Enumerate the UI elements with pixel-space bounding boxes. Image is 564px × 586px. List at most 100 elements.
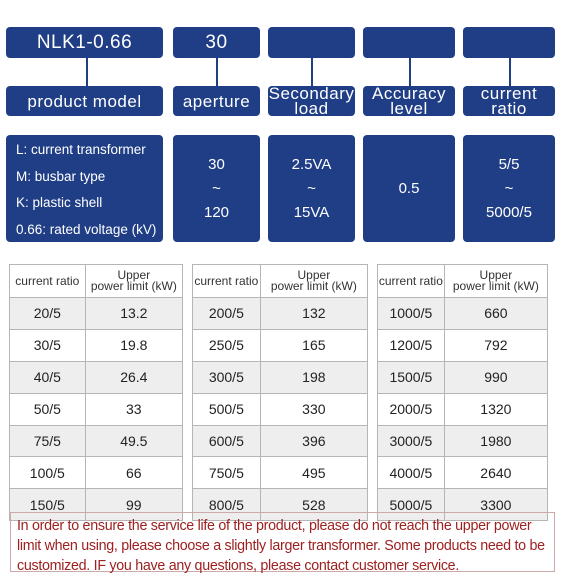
ratio-cell: 1500/5 (377, 360, 445, 394)
label-aperture: aperture (173, 86, 260, 116)
spec-load-min: 2.5VA (291, 155, 332, 173)
table-row: 200/5 132 (192, 297, 369, 330)
spec-ratio-min: 5/5 (498, 155, 520, 173)
spec-aperture-sep: ~ (212, 179, 221, 197)
header-current-ratio: current ratio (377, 264, 445, 298)
service-note: In order to ensure the service life of t… (10, 512, 555, 574)
table-row: 20/5 13.2 (9, 297, 184, 330)
power-cell: 495 (259, 456, 369, 490)
connector-line (86, 58, 88, 86)
power-cell: 165 (259, 328, 369, 362)
label-accuracy-line1: Accuracy (372, 84, 446, 103)
current-ratio-value (463, 27, 555, 58)
table-row: 300/5 198 (192, 360, 369, 394)
header-power-line1: Upper (297, 268, 331, 282)
spec-aperture-min: 30 (208, 155, 225, 173)
label-accuracy-level: Accuracy level (363, 84, 455, 117)
legend-item: L: current transformer (16, 142, 146, 157)
table-row: 75/5 49.5 (9, 424, 184, 458)
connector-line (509, 58, 511, 86)
label-secondary-load: Secondary load (268, 84, 355, 118)
label-secondary-load-line2: load (294, 99, 329, 118)
table-row: 600/5 396 (192, 424, 369, 458)
ratio-cell: 40/5 (9, 360, 86, 394)
power-cell: 528 (259, 488, 369, 522)
header-power-line2: power limit (kW) (452, 279, 539, 293)
table-row: 150/5 99 (9, 488, 184, 522)
power-table-body: current ratio Upper power limit (kW) 20/… (9, 264, 184, 522)
legend-item: K: plastic shell (16, 195, 103, 210)
table-row: 100/5 66 (9, 456, 184, 490)
header-power-limit: Upper power limit (kW) (84, 264, 184, 298)
ratio-cell: 600/5 (192, 424, 261, 458)
ratio-cell: 4000/5 (377, 456, 445, 490)
header-current-ratio: current ratio (9, 264, 86, 298)
spec-ratio-max: 5000/5 (486, 203, 532, 221)
connector-line (311, 58, 313, 86)
ratio-cell: 1000/5 (377, 297, 445, 330)
secondary-load-value (268, 27, 355, 58)
table-header-row: current ratio Upper power limit (kW) (377, 264, 549, 298)
ratio-cell: 1200/5 (377, 328, 445, 362)
power-cell: 132 (259, 297, 369, 330)
table-header-row: current ratio Upper power limit (kW) (192, 264, 369, 298)
spec-load-max: 15VA (293, 203, 330, 221)
table-row: 250/5 165 (192, 328, 369, 362)
power-table-body: current ratio Upper power limit (kW) 200… (192, 264, 369, 522)
header-power-limit: Upper power limit (kW) (259, 264, 369, 298)
ratio-cell: 750/5 (192, 456, 261, 490)
ratio-cell: 75/5 (9, 424, 86, 458)
table-header-row: current ratio Upper power limit (kW) (9, 264, 184, 298)
header-power-line1: Upper (117, 268, 151, 282)
power-cell: 19.8 (84, 328, 184, 362)
label-current-ratio: current ratio (463, 85, 555, 118)
power-cell: 1980 (443, 424, 549, 458)
power-cell: 660 (443, 297, 549, 330)
power-cell: 792 (443, 328, 549, 362)
ratio-cell: 150/5 (9, 488, 86, 522)
ratio-cell: 800/5 (192, 488, 261, 522)
table-row: 5000/5 3300 (377, 488, 549, 522)
table-row: 500/5 330 (192, 392, 369, 426)
label-current-ratio-line2: ratio (491, 99, 527, 118)
spec-current-ratio: 5/5 ~ 5000/5 (463, 135, 555, 242)
spec-ratio-sep: ~ (504, 179, 514, 197)
power-table-3: current ratio Upper power limit (kW) 100… (377, 264, 549, 522)
model-value: NLK1-0.66 (6, 27, 163, 58)
connector-line (409, 58, 411, 86)
header-power-line2: power limit (kW) (90, 279, 177, 293)
aperture-value: 30 (173, 27, 260, 58)
table-row: 4000/5 2640 (377, 456, 549, 490)
table-row: 1000/5 660 (377, 297, 549, 330)
label-secondary-load-line1: Secondary (268, 84, 355, 103)
spec-accuracy: 0.5 (363, 135, 455, 242)
spec-secondary-load: 2.5VA ~ 15VA (268, 135, 355, 242)
table-row: 1200/5 792 (377, 328, 549, 362)
header-power-line1: Upper (479, 268, 513, 282)
power-cell: 2640 (443, 456, 549, 490)
header-power-line2: power limit (kW) (270, 279, 357, 293)
header-power-limit: Upper power limit (kW) (443, 264, 549, 298)
table-row: 1500/5 990 (377, 360, 549, 394)
table-row: 3000/5 1980 (377, 424, 549, 458)
spec-aperture: 30 ~ 120 (173, 135, 260, 242)
power-cell: 990 (443, 360, 549, 394)
power-cell: 49.5 (84, 424, 184, 458)
ratio-cell: 30/5 (9, 328, 86, 362)
power-table-body: current ratio Upper power limit (kW) 100… (377, 264, 549, 522)
power-cell: 33 (84, 392, 184, 426)
ratio-cell: 200/5 (192, 297, 261, 330)
ratio-cell: 250/5 (192, 328, 261, 362)
ratio-cell: 300/5 (192, 360, 261, 394)
legend-item: 0.66: rated voltage (kV) (16, 221, 157, 237)
label-product-model: product model (6, 86, 163, 116)
ratio-cell: 100/5 (9, 456, 86, 490)
table-row: 30/5 19.8 (9, 328, 184, 362)
ratio-cell: 50/5 (9, 392, 86, 426)
power-cell: 66 (84, 456, 184, 490)
spec-aperture-max: 120 (203, 203, 230, 221)
table-row: 50/5 33 (9, 392, 184, 426)
model-legend: L: current transformer M: busbar type K:… (6, 135, 163, 242)
connector-line (216, 58, 218, 86)
ratio-cell: 500/5 (192, 392, 261, 426)
